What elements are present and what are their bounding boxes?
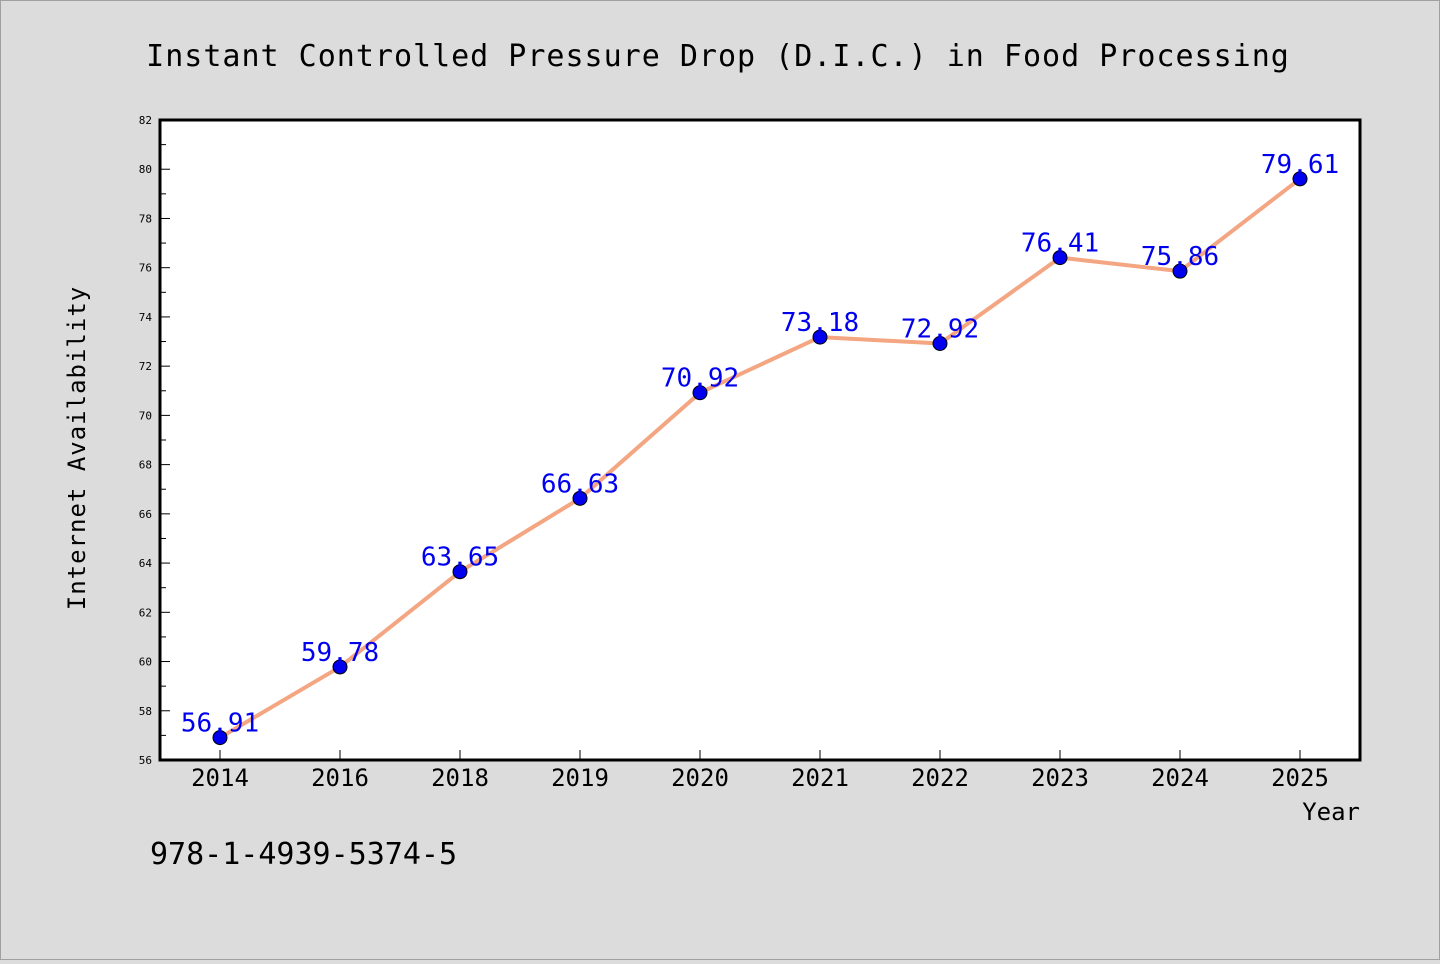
data-label: 72.92 bbox=[901, 315, 979, 345]
data-point bbox=[572, 490, 588, 506]
data-label: 56.91 bbox=[181, 709, 259, 739]
data-points bbox=[212, 171, 1308, 746]
x-tick-label: 2021 bbox=[791, 764, 849, 792]
y-tick-label: 66 bbox=[139, 508, 152, 521]
x-tick-label: 2024 bbox=[1151, 764, 1209, 792]
y-tick-label: 80 bbox=[139, 163, 152, 176]
y-tick-label: 82 bbox=[139, 114, 152, 127]
y-tick-label: 68 bbox=[139, 459, 152, 472]
series-polyline bbox=[218, 177, 1302, 740]
y-tick-label: 62 bbox=[139, 606, 152, 619]
x-tick-label: 2018 bbox=[431, 764, 489, 792]
y-tick-label: 78 bbox=[139, 212, 152, 225]
x-axis-label: Year bbox=[1302, 798, 1360, 826]
x-tick-label: 2020 bbox=[671, 764, 729, 792]
isbn-text: 978-1-4939-5374-5 bbox=[150, 837, 457, 872]
data-label: 75.86 bbox=[1141, 242, 1219, 272]
data-point bbox=[1052, 250, 1068, 266]
y-axis: 56 58 60 62 64 66 68 70 72 74 76 78 80 82 bbox=[139, 114, 170, 767]
data-point bbox=[1172, 263, 1188, 279]
data-label: 59.78 bbox=[301, 638, 379, 668]
data-label: 66.63 bbox=[541, 469, 619, 499]
data-point bbox=[332, 659, 348, 675]
data-label: 70.92 bbox=[661, 364, 739, 394]
y-tick-label: 70 bbox=[139, 409, 152, 422]
y-tick-label: 72 bbox=[139, 360, 152, 373]
data-label: 76.41 bbox=[1021, 229, 1099, 259]
data-point bbox=[932, 336, 948, 352]
y-tick-label: 58 bbox=[139, 705, 152, 718]
data-label: 63.65 bbox=[421, 543, 499, 573]
data-label: 79.61 bbox=[1261, 150, 1339, 180]
x-tick-label: 2023 bbox=[1031, 764, 1089, 792]
x-tick-label: 2022 bbox=[911, 764, 969, 792]
series-line bbox=[218, 177, 1302, 740]
data-label: 73.18 bbox=[781, 308, 859, 338]
y-tick-label: 64 bbox=[139, 557, 153, 570]
x-tick-label: 2019 bbox=[551, 764, 609, 792]
x-tick-label: 2025 bbox=[1271, 764, 1329, 792]
x-axis: 2014 2016 2018 2019 2020 2021 2022 2023 2024 2025 bbox=[191, 750, 1329, 792]
data-point bbox=[212, 730, 228, 746]
data-point bbox=[692, 385, 708, 401]
data-point bbox=[452, 564, 468, 580]
data-labels: 56.91 59.78 63.65 66.63 70.92 73.18 72.92 76.41… bbox=[181, 150, 1339, 739]
y-tick-label: 76 bbox=[139, 262, 152, 275]
data-point bbox=[812, 329, 828, 345]
y-tick-label: 60 bbox=[139, 656, 152, 669]
y-tick-label: 74 bbox=[139, 311, 153, 324]
chart-title: Instant Controlled Pressure Drop (D.I.C.… bbox=[146, 39, 1290, 74]
y-axis-label: Internet Availability bbox=[63, 286, 91, 610]
data-point bbox=[1292, 171, 1308, 187]
y-tick-label: 56 bbox=[139, 754, 152, 767]
x-tick-label: 2014 bbox=[191, 764, 249, 792]
x-tick-label: 2016 bbox=[311, 764, 369, 792]
